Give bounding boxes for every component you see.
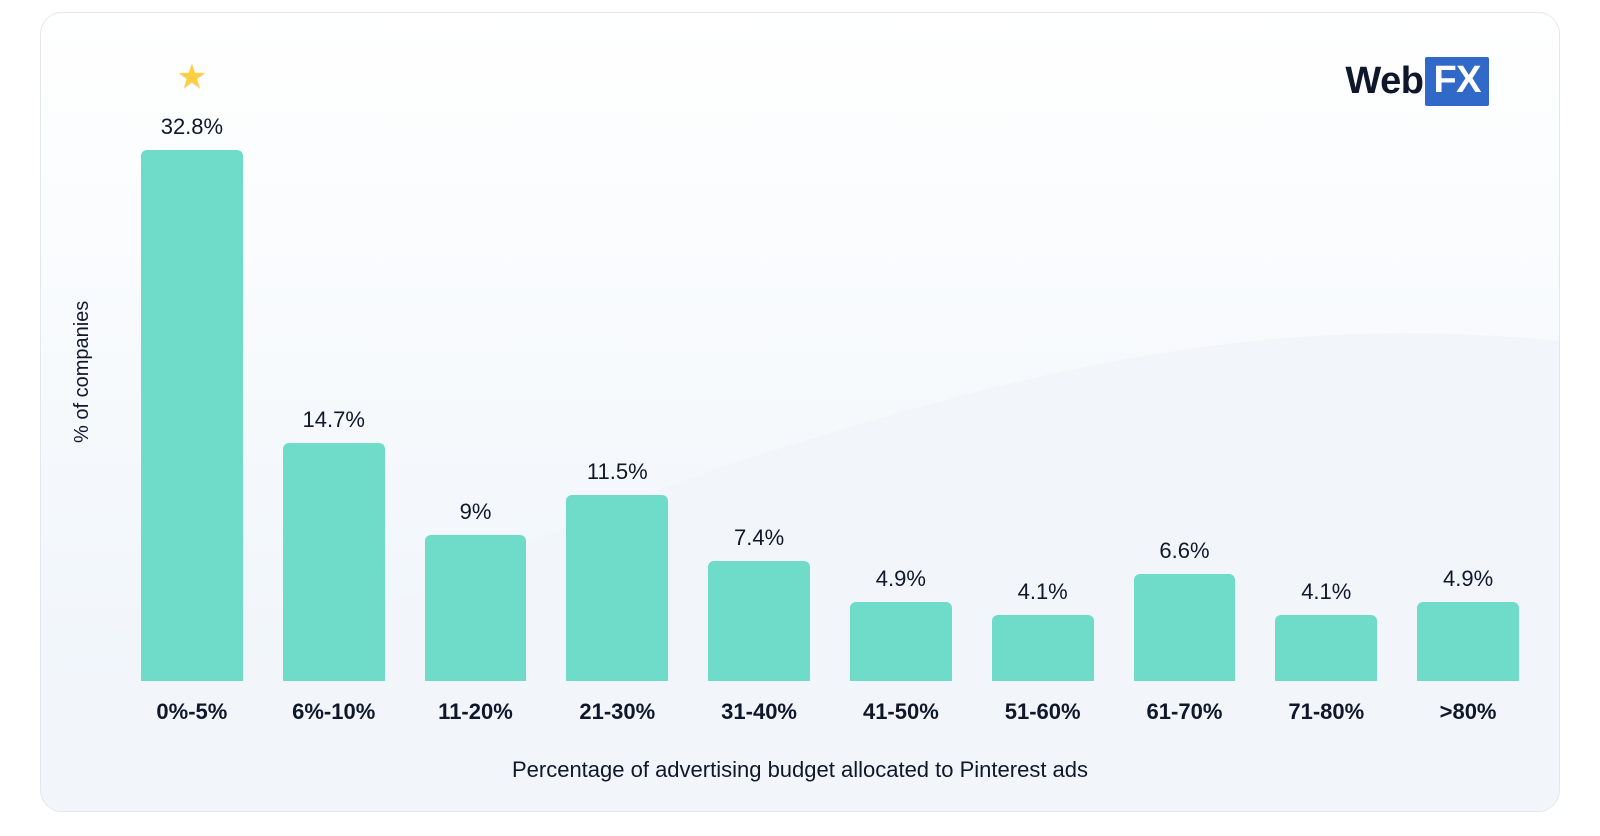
bar-value-label: 4.1%	[1018, 579, 1068, 605]
bar	[566, 495, 668, 681]
bar-column: 14.7%6%-10%	[283, 63, 385, 681]
category-label: >80%	[1440, 699, 1497, 725]
bar-column: 4.1%71-80%	[1275, 63, 1377, 681]
bar-value-label: 4.1%	[1301, 579, 1351, 605]
bar-value-label: 14.7%	[303, 407, 365, 433]
bar-value-label: 4.9%	[876, 566, 926, 592]
bar	[425, 535, 527, 681]
chart-card: WebFX % of companies ★32.8%0%-5%14.7%6%-…	[40, 12, 1560, 812]
bar-plot: ★32.8%0%-5% 14.7%6%-10% 9%11-20% 11.5%21-30…	[141, 63, 1519, 681]
bar	[1275, 615, 1377, 681]
bar	[1134, 574, 1236, 681]
category-label: 51-60%	[1005, 699, 1081, 725]
bar-column: 7.4%31-40%	[708, 63, 810, 681]
bar-value-label: 4.9%	[1443, 566, 1493, 592]
bar	[850, 602, 952, 681]
star-icon: ★	[177, 57, 207, 97]
bar-value-label: 32.8%	[161, 114, 223, 140]
category-label: 61-70%	[1147, 699, 1223, 725]
bar-value-label: 7.4%	[734, 525, 784, 551]
bar-value-label: 6.6%	[1159, 538, 1209, 564]
category-label: 6%-10%	[292, 699, 375, 725]
category-label: 41-50%	[863, 699, 939, 725]
category-label: 21-30%	[579, 699, 655, 725]
bar-column: ★32.8%0%-5%	[141, 63, 243, 681]
bar	[1417, 602, 1519, 681]
bar-value-label: 9%	[460, 499, 492, 525]
category-label: 71-80%	[1288, 699, 1364, 725]
bar-column: 4.9%>80%	[1417, 63, 1519, 681]
bar-column: 4.9%41-50%	[850, 63, 952, 681]
bar	[283, 443, 385, 681]
bar	[992, 615, 1094, 681]
bar-column: 4.1%51-60%	[992, 63, 1094, 681]
bar-column: 11.5%21-30%	[566, 63, 668, 681]
bar-column: 9%11-20%	[425, 63, 527, 681]
category-label: 0%-5%	[156, 699, 227, 725]
category-label: 11-20%	[438, 699, 513, 725]
bar-value-label: 11.5%	[587, 459, 648, 485]
category-label: 31-40%	[721, 699, 797, 725]
x-axis-label: Percentage of advertising budget allocat…	[41, 757, 1559, 783]
y-axis-label: % of companies	[71, 301, 94, 443]
bar	[708, 561, 810, 681]
bar	[141, 150, 243, 681]
bar-column: 6.6%61-70%	[1134, 63, 1236, 681]
